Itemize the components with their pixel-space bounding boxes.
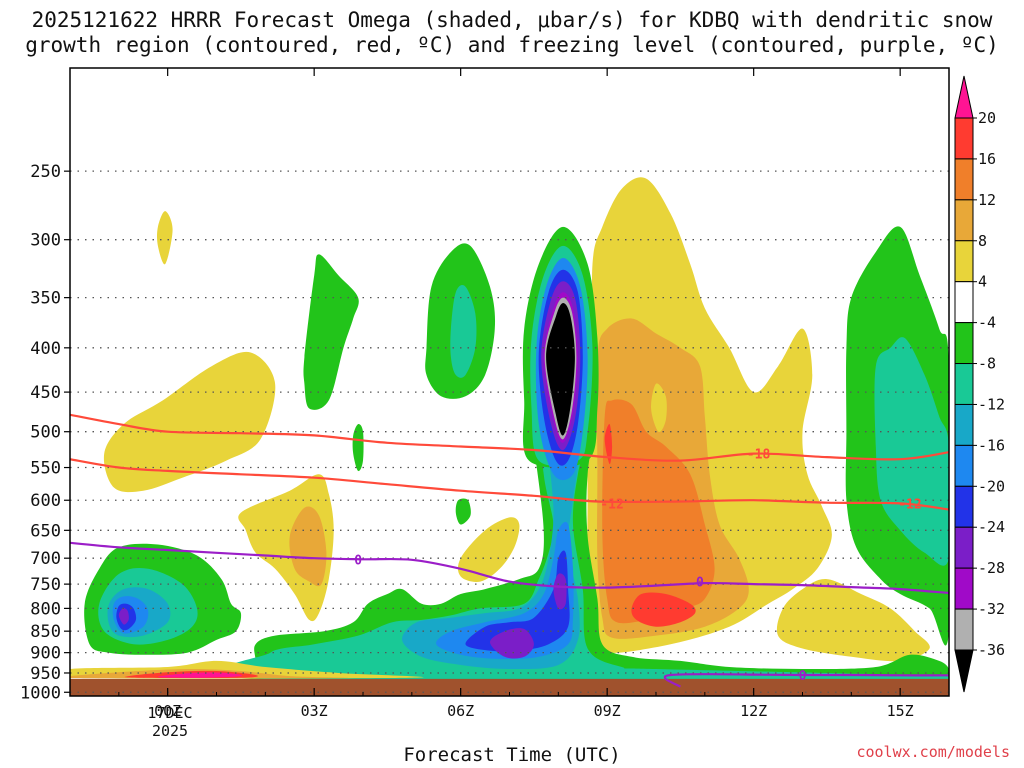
contour-dgz-upper-line — [70, 413, 949, 462]
ground-surface — [70, 678, 949, 696]
colorbar-box-5 — [954, 322, 974, 365]
colorbar-label-6: -8 — [978, 355, 996, 373]
colorbar-box-6 — [954, 363, 974, 405]
colorbar-box-7 — [954, 403, 974, 446]
omega-region-orange-hole — [651, 383, 667, 433]
y-tick-label-850: 850 — [30, 622, 61, 642]
contour-label-dgz-upper-line: -18 — [747, 448, 771, 463]
colorbar-label-10: -24 — [978, 518, 1005, 536]
colorbar-label-5: -4 — [978, 314, 996, 332]
y-tick-label-750: 750 — [30, 575, 61, 595]
y-tick-label-350: 350 — [30, 289, 61, 309]
colorbar-box-0 — [954, 117, 974, 160]
omega-region-bottom-pink-strip — [157, 672, 243, 678]
x-tick-label-00Z: 00Z — [154, 702, 181, 720]
x-axis-title: Forecast Time (UTC) — [403, 744, 621, 766]
omega-region-right-yellow-bottom — [776, 579, 930, 662]
x-tick-label-09Z: 09Z — [594, 702, 621, 720]
colorbar-box-11 — [954, 567, 974, 610]
contour-label-dgz-right-label: -12 — [898, 497, 921, 512]
omega-region-right-teal — [874, 337, 949, 566]
x-tick-label-12Z: 12Z — [740, 702, 767, 720]
colorbar-box-8 — [954, 444, 974, 487]
y-tick-label-450: 450 — [30, 383, 61, 403]
omega-region-purple-bottom — [490, 628, 534, 659]
colorbar-label-11: -28 — [978, 559, 1005, 577]
chart-title-line-2: growth region (contoured, red, ºC) and f… — [25, 33, 999, 57]
y-axis: 2503003504004505005506006507007508008509… — [20, 162, 70, 703]
date-year: 2025 — [151, 722, 189, 740]
colorbar-label-12: -32 — [978, 600, 1005, 618]
colorbar-label-4: 4 — [978, 273, 987, 291]
omega-region-small-green-mid — [455, 498, 471, 525]
colorbar-label-8: -16 — [978, 436, 1005, 454]
y-tick-label-550: 550 — [30, 459, 61, 479]
omega-region-upper-green-2 — [352, 424, 364, 472]
colorbar-label-7: -12 — [978, 395, 1005, 413]
colorbar-box-4 — [954, 281, 974, 324]
colorbar-box-9 — [954, 485, 974, 528]
colorbar-label-3: 8 — [978, 232, 987, 250]
contour-label-freezing-low: 0 — [799, 669, 807, 684]
contour-lines: -18 -12 -12 0 0 0 — [70, 413, 949, 688]
chart-title-line-1: 2025121622 HRRR Forecast Omega (shaded, … — [31, 8, 993, 32]
contour-freezing-low — [663, 673, 949, 688]
colorbar: 20 16 12 8 4 -4 -8 -12 -16 -20 -24 -28 -32 -36 — [954, 75, 1005, 693]
omega-region-yellow-mid-2 — [457, 517, 520, 582]
colorbar-label-0: 20 — [978, 109, 996, 127]
y-tick-label-800: 800 — [30, 599, 61, 619]
omega-region-column-black — [546, 303, 575, 436]
x-axis: 00Z 03Z 06Z 09Z 12Z 15Z — [69, 68, 950, 720]
y-tick-label-300: 300 — [30, 231, 61, 251]
x-tick-label-06Z: 06Z — [447, 702, 474, 720]
contour-dgz-lower-line — [70, 458, 949, 511]
x-tick-label-15Z: 15Z — [887, 702, 914, 720]
omega-shading — [70, 177, 949, 696]
y-tick-label-400: 400 — [30, 339, 61, 359]
contour-label-dgz-lower-line: -12 — [600, 497, 623, 512]
colorbar-label-9: -20 — [978, 477, 1005, 495]
omega-region-teal-tall-left — [450, 285, 477, 378]
y-tick-label-500: 500 — [30, 423, 61, 443]
y-tick-label-700: 700 — [30, 549, 61, 569]
omega-region-darkblue-bottom — [465, 550, 570, 652]
colorbar-label-1: 16 — [978, 150, 996, 168]
colorbar-label-13: -36 — [978, 641, 1005, 659]
omega-region-upper-left-yellow — [103, 351, 276, 493]
y-tick-label-1000: 1000 — [20, 683, 61, 703]
colorbar-box-10 — [954, 526, 974, 569]
credit-link[interactable]: coolwx.com/models — [856, 743, 1010, 761]
x-tick-label-03Z: 03Z — [301, 702, 328, 720]
omega-region-orange — [602, 399, 715, 624]
contour-freezing-level — [70, 541, 949, 595]
date-label: 17DEC 2025 — [130, 704, 210, 740]
omega-region-upper-green-1 — [303, 254, 359, 410]
date-day: 17DEC — [147, 704, 193, 722]
colorbar-bottom-triangle — [954, 649, 974, 693]
y-tick-label-250: 250 — [30, 162, 61, 182]
y-tick-label-950: 950 — [30, 664, 61, 684]
omega-region-small-yellow-top — [157, 211, 173, 265]
colorbar-box-3 — [954, 240, 974, 283]
colorbar-box-1 — [954, 158, 974, 201]
y-tick-label-600: 600 — [30, 491, 61, 511]
contour-label-freezing-label-2: 0 — [696, 576, 704, 591]
colorbar-box-2 — [954, 199, 974, 242]
omega-region-low-left-purple — [118, 608, 129, 625]
omega-region-red-low — [631, 592, 696, 627]
colorbar-top-triangle — [954, 75, 974, 119]
colorbar-box-12 — [954, 608, 974, 651]
contour-label-freezing-level: 0 — [354, 553, 362, 568]
omega-region-purple-bottom-2 — [553, 573, 567, 610]
y-tick-label-900: 900 — [30, 644, 61, 664]
colorbar-label-2: 12 — [978, 191, 996, 209]
omega-region-red-small-mid — [604, 423, 613, 465]
omega-region-mid-orange-blob — [289, 506, 327, 587]
y-tick-label-650: 650 — [30, 521, 61, 541]
